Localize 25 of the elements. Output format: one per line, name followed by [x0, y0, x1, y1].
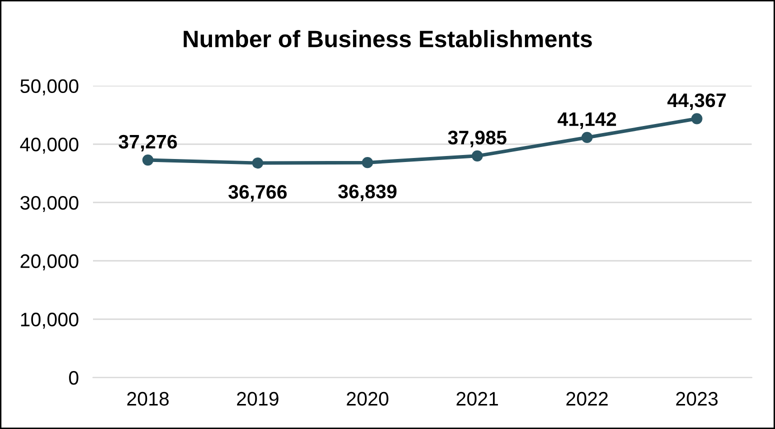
x-tick-label: 2023	[676, 392, 718, 406]
point	[252, 157, 264, 169]
point	[362, 157, 374, 168]
x-tick-label: 2021	[456, 392, 498, 406]
data-label: 41,142	[558, 112, 616, 129]
x-tick-label: 2018	[127, 392, 169, 406]
data-label: 37,276	[118, 134, 177, 152]
point	[691, 113, 702, 124]
data-label: 37,985	[448, 130, 506, 148]
x-tick-label: 2019	[237, 392, 278, 406]
x-tick-label: 2022	[566, 392, 608, 406]
x-tick-label: 2020	[346, 392, 388, 406]
data-label: 36,839	[338, 184, 396, 202]
point	[142, 154, 154, 166]
y-tick-label: 40,000	[20, 138, 78, 154]
chart-title: Number of Business Establishments	[184, 30, 592, 48]
y-tick-label: 30,000	[20, 196, 78, 212]
data-label: 36,766	[228, 185, 287, 202]
y-tick-label: 20,000	[20, 254, 78, 270]
point	[472, 150, 483, 162]
data-label: 44,367	[667, 93, 726, 110]
y-tick-label: 50,000	[20, 79, 78, 96]
y-tick-label: 10,000	[21, 312, 78, 329]
y-tick-label: 0	[69, 370, 78, 385]
point	[582, 132, 593, 144]
